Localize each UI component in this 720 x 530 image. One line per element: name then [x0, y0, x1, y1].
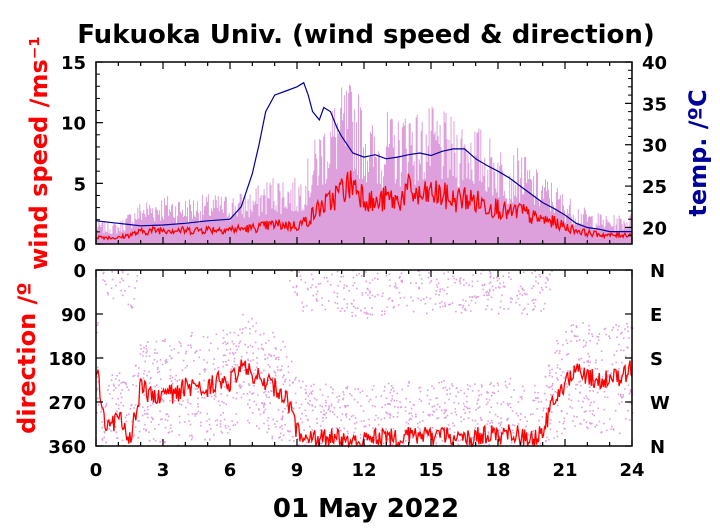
wind-mean-line [95, 170, 633, 241]
direction-tick-label: 180 [48, 349, 86, 370]
compass-tick-label: N [650, 261, 665, 282]
bottom-plot-frame [95, 269, 633, 447]
x-axis-label: 01 May 2022 [273, 494, 459, 524]
compass-tick-label: W [650, 393, 670, 414]
temperature-tick-label: 20 [642, 218, 667, 239]
temperature-series [95, 81, 632, 233]
x-tick-label: 15 [418, 460, 443, 481]
temperature-tick-label: 30 [642, 136, 667, 157]
direction-mean-line [95, 359, 633, 449]
x-tick-label: 18 [485, 460, 510, 481]
x-tick-label: 0 [90, 460, 103, 481]
direction-axis-label: direction /º [13, 282, 41, 434]
direction-sample-marks [96, 269, 634, 447]
wind-tick-label: 5 [73, 174, 86, 195]
compass-tick-label: N [650, 437, 665, 458]
wind-speed-axis-label: wind speed /ms⁻¹ [25, 36, 53, 270]
wind-mean-series [95, 170, 633, 241]
x-tick-label: 9 [291, 460, 304, 481]
direction-panel: 0 3 6 9 12 15 18 21 24 0 N 90 E 180 S 270 W 360 N [48, 261, 670, 481]
direction-tick-label: 270 [48, 393, 86, 414]
temperature-tick-label: 40 [642, 53, 667, 74]
x-tick-label: 24 [619, 460, 644, 481]
direction-samples [96, 269, 634, 447]
compass-tick-label: E [650, 305, 662, 326]
x-tick-label: 6 [224, 460, 237, 481]
wind-tick-label: 10 [61, 114, 86, 135]
x-tick-label: 12 [351, 460, 376, 481]
temperature-tick-label: 25 [642, 177, 667, 198]
top-axis-ticks: 0 5 10 15 20 25 30 35 40 [61, 53, 667, 256]
direction-tick-label: 0 [73, 261, 86, 282]
wind-tick-label: 0 [73, 235, 86, 256]
direction-mean-series [95, 359, 633, 449]
bottom-axis-ticks: 0 3 6 9 12 15 18 21 24 0 N 90 E 180 S 270 W 360 N [48, 261, 670, 481]
direction-tick-label: 90 [61, 305, 86, 326]
temperature-axis-label: temp. /ºC [684, 89, 712, 216]
temperature-line [95, 81, 632, 233]
wind-tick-label: 15 [61, 53, 86, 74]
wind-temperature-panel: 0 5 10 15 20 25 30 35 40 [61, 53, 667, 256]
temperature-tick-label: 35 [642, 94, 667, 115]
x-tick-label: 3 [157, 460, 170, 481]
chart-title: Fukuoka Univ. (wind speed & direction) [77, 20, 655, 50]
direction-tick-label: 360 [48, 437, 86, 458]
x-tick-label: 21 [552, 460, 577, 481]
compass-tick-label: S [650, 349, 663, 370]
